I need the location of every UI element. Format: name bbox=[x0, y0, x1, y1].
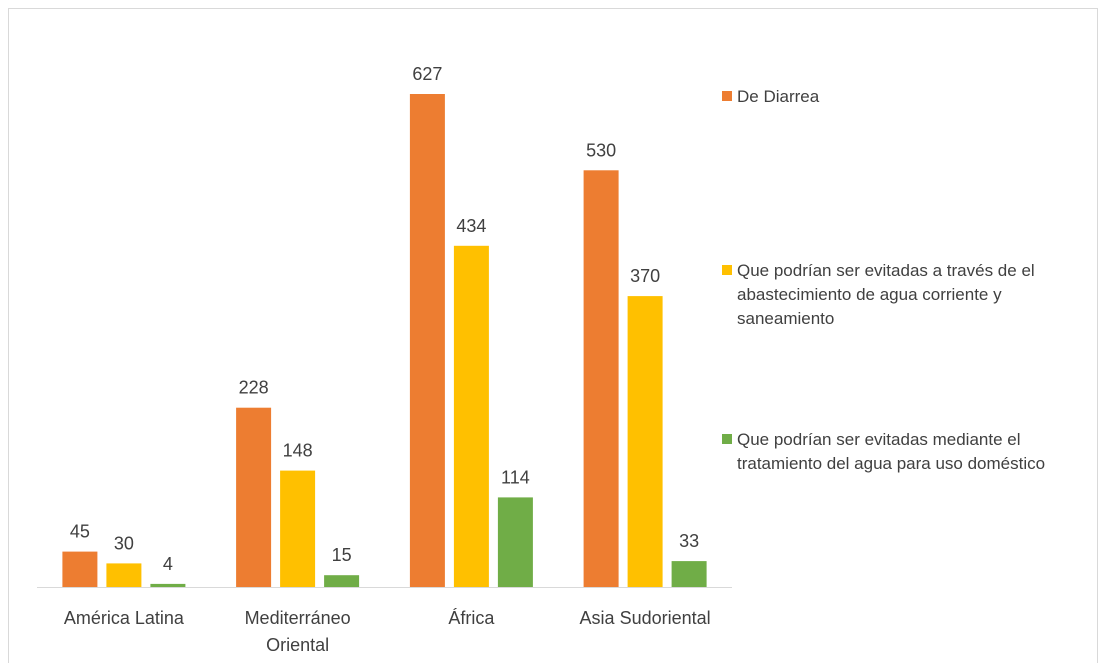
legend-swatch-yellow bbox=[722, 265, 732, 275]
data-label: 114 bbox=[501, 467, 530, 487]
plot-area: 45 30 4 América Latina 228 148 15 Mediterráneo O… bbox=[37, 64, 732, 655]
data-label: 148 bbox=[283, 441, 313, 461]
bar bbox=[453, 245, 489, 588]
legend-label: De Diarrea bbox=[737, 87, 820, 106]
bar bbox=[583, 170, 619, 588]
data-label: 33 bbox=[679, 531, 699, 551]
bar bbox=[497, 497, 533, 587]
data-label: 434 bbox=[456, 216, 486, 236]
bar bbox=[324, 575, 360, 587]
legend-label: Que podrían ser evitadas mediante el tra… bbox=[737, 430, 1046, 473]
category-label: Mediterráneo bbox=[245, 608, 351, 628]
bar bbox=[106, 563, 142, 587]
chart-frame bbox=[8, 8, 1098, 663]
bar bbox=[150, 583, 186, 587]
data-label: 4 bbox=[163, 554, 173, 574]
legend-swatch-green bbox=[722, 434, 732, 444]
category-label: Asia Sudoriental bbox=[580, 608, 711, 628]
data-label: 30 bbox=[114, 533, 134, 553]
category-label: América Latina bbox=[64, 608, 185, 628]
legend-item-tratamiento: Que podrían ser evitadas mediante el tra… bbox=[722, 428, 1097, 476]
legend-item-de-diarrea: De Diarrea bbox=[722, 85, 1097, 109]
data-label: 530 bbox=[586, 140, 616, 160]
bar bbox=[671, 561, 707, 587]
data-label: 15 bbox=[332, 545, 352, 565]
bar bbox=[627, 296, 663, 587]
bar bbox=[280, 470, 316, 587]
bar bbox=[409, 94, 445, 587]
data-label: 370 bbox=[630, 266, 660, 286]
data-label: 627 bbox=[412, 64, 442, 84]
legend-label: Que podrían ser evitadas a través de el … bbox=[737, 261, 1035, 328]
data-label: 45 bbox=[70, 522, 90, 542]
bar bbox=[62, 551, 98, 587]
data-label: 228 bbox=[239, 378, 269, 398]
legend-swatch-orange bbox=[722, 91, 732, 101]
category-label: Oriental bbox=[266, 635, 329, 655]
bar bbox=[236, 407, 272, 587]
legend-item-abastecimiento: Que podrían ser evitadas a través de el … bbox=[722, 259, 1097, 331]
category-label: África bbox=[448, 608, 495, 628]
